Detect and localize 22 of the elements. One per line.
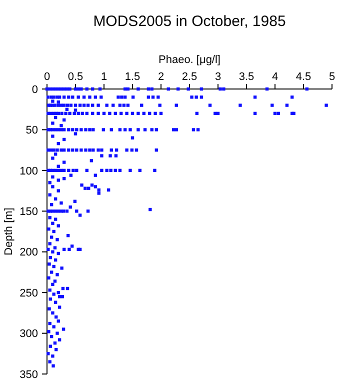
x-tick-label: 4.5 — [296, 71, 312, 83]
y-tick-label: 150 — [20, 206, 38, 218]
x-tick-label: 0.5 — [68, 71, 84, 83]
x-tick-label: 1.5 — [124, 71, 140, 83]
x-tick-label: 3 — [214, 71, 222, 83]
x-tick-label: 0 — [44, 71, 50, 83]
x-tick-label: 5 — [328, 71, 336, 83]
chart-title: MODS2005 in October, 1985 — [93, 13, 286, 30]
x-tick-label: 3.5 — [238, 71, 254, 83]
y-tick-label: 0 — [32, 84, 38, 96]
y-tick-label: 350 — [20, 368, 38, 381]
x-tick-label: 2 — [158, 71, 164, 83]
x-tick-label: 1 — [100, 71, 108, 83]
y-tick-label: 100 — [20, 165, 38, 178]
y-tick-label: 200 — [20, 246, 38, 259]
x-tick-label: 4 — [272, 71, 278, 83]
x-tick-label: 2.5 — [182, 71, 198, 83]
y-tick-label: 250 — [20, 287, 38, 300]
y-axis-title: Depth [m] — [3, 208, 15, 256]
x-axis-title: Phaeo. [μg/l] — [158, 54, 220, 66]
y-tick-label: 300 — [20, 328, 38, 340]
y-tick-label: 50 — [26, 124, 38, 137]
